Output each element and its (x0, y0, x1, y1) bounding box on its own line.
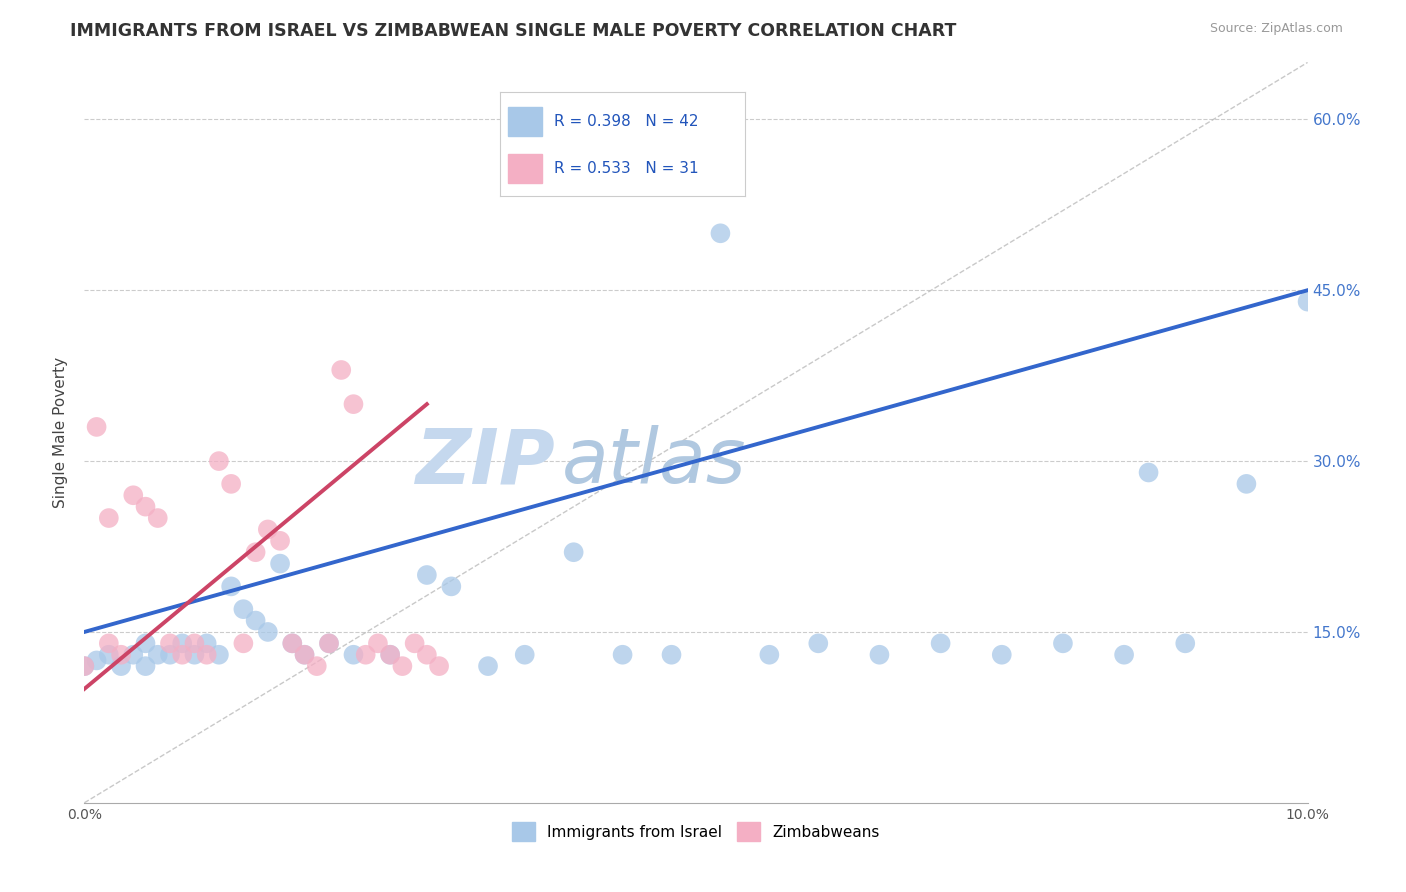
Point (146, 648, 169, 662)
Text: IMMIGRANTS FROM ISRAEL VS ZIMBABWEAN SINGLE MALE POVERTY CORRELATION CHART: IMMIGRANTS FROM ISRAEL VS ZIMBABWEAN SIN… (70, 22, 956, 40)
Point (257, 624, 280, 639)
Point (110, 648, 132, 662)
Point (97, 648, 120, 662)
Point (208, 648, 231, 662)
Point (929, 636, 952, 650)
Point (294, 648, 316, 662)
Text: ZIP: ZIP (416, 425, 555, 500)
Point (1052, 636, 1074, 650)
Point (342, 397, 364, 411)
Point (562, 545, 585, 559)
Point (380, 648, 402, 662)
Point (257, 523, 280, 537)
Point (195, 636, 218, 650)
Point (1236, 476, 1258, 491)
Point (513, 648, 536, 662)
Text: Source: ZipAtlas.com: Source: ZipAtlas.com (1209, 22, 1343, 36)
Point (110, 659, 132, 673)
Point (404, 636, 426, 650)
Legend: Immigrants from Israel, Zimbabweans: Immigrants from Israel, Zimbabweans (506, 816, 886, 847)
Point (709, 227, 731, 241)
Point (281, 636, 304, 650)
Point (294, 648, 316, 662)
Y-axis label: Single Male Poverty: Single Male Poverty (53, 357, 69, 508)
Point (159, 648, 181, 662)
Point (219, 476, 242, 491)
Point (219, 579, 242, 593)
Point (1296, 294, 1319, 309)
Point (183, 636, 205, 650)
Point (159, 636, 181, 650)
Point (122, 488, 145, 502)
Point (269, 533, 291, 548)
Point (477, 659, 499, 673)
Point (73, 659, 96, 673)
Point (146, 511, 169, 525)
Point (354, 648, 377, 662)
Point (391, 659, 413, 673)
Point (232, 602, 254, 616)
Point (135, 636, 157, 650)
Point (73, 659, 96, 673)
Point (245, 614, 267, 628)
Point (269, 557, 291, 571)
Point (1137, 466, 1160, 480)
Point (1174, 636, 1197, 650)
Point (86, 653, 108, 667)
Point (281, 636, 304, 650)
Point (97, 511, 120, 525)
Point (612, 648, 634, 662)
Point (172, 648, 194, 662)
Point (427, 659, 450, 673)
Text: atlas: atlas (561, 425, 747, 500)
Point (122, 648, 145, 662)
Point (318, 636, 340, 650)
Point (195, 648, 218, 662)
Point (135, 659, 157, 673)
Point (869, 648, 891, 662)
Point (86, 420, 108, 434)
Point (183, 648, 205, 662)
Point (135, 500, 157, 514)
Point (416, 568, 439, 582)
Point (758, 648, 780, 662)
Point (807, 636, 830, 650)
Point (97, 636, 120, 650)
Point (208, 454, 231, 468)
Point (367, 636, 389, 650)
Point (991, 648, 1014, 662)
Point (380, 648, 402, 662)
Point (330, 363, 353, 377)
Point (342, 648, 364, 662)
Point (318, 636, 340, 650)
Point (416, 648, 439, 662)
Point (245, 545, 267, 559)
Point (440, 579, 463, 593)
Point (305, 659, 328, 673)
Point (232, 636, 254, 650)
Point (1114, 648, 1136, 662)
Point (172, 636, 194, 650)
Point (661, 648, 683, 662)
